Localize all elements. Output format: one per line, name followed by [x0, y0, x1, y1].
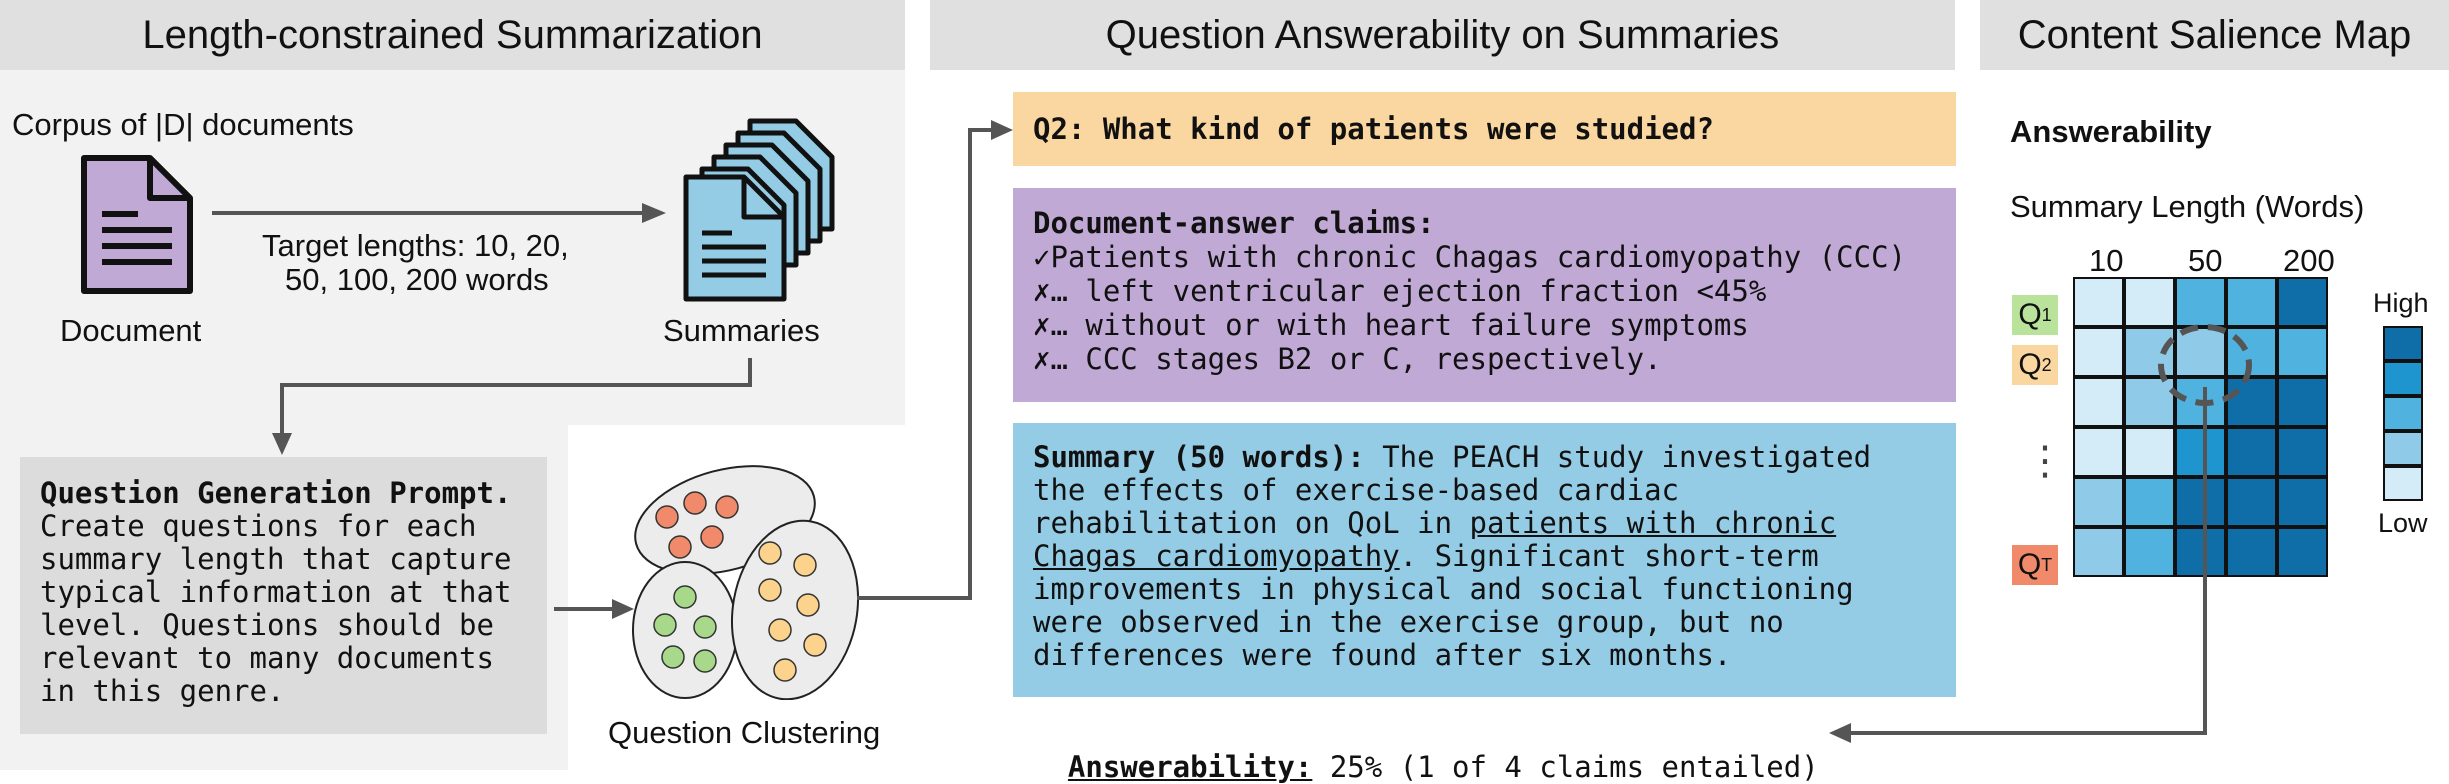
prompt-line: relevant to many documents — [40, 641, 494, 675]
summary-length-axis-label: Summary Length (Words) — [2010, 189, 2365, 224]
heatmap-cell — [2175, 527, 2226, 577]
heatmap-cell — [2277, 477, 2328, 527]
summary-line: Summary (50 words): The PEACH study inve… — [1033, 440, 1872, 474]
heatmap-cell — [2124, 527, 2175, 577]
answerability-result: Answerability: 25% (1 of 4 claims entail… — [1033, 716, 1819, 784]
heatmap-cell — [2226, 277, 2277, 327]
cross-icon: ✗ — [1033, 342, 1051, 376]
summaries-to-prompt-arrow — [272, 358, 752, 455]
heatmap-cell — [2124, 377, 2175, 427]
prompt-line: summary length that capture — [40, 542, 512, 576]
cross-icon: ✗ — [1033, 308, 1051, 342]
answerability-label: Answerability: — [1067, 750, 1313, 784]
col-label-50: 50 — [2188, 243, 2223, 278]
panel1-title: Length-constrained Summarization — [0, 0, 905, 70]
summary-title: Summary (50 words): — [1033, 440, 1365, 474]
claim-row: ✗… CCC stages B2 or C, respectively. — [1033, 342, 1662, 376]
prompt-title: Question Generation Prompt. — [40, 476, 512, 510]
clustering-label: Question Clustering — [608, 715, 881, 750]
clusters-to-question-arrow — [857, 120, 1013, 600]
heatmap-cell — [2175, 327, 2226, 377]
cross-icon: ✗ — [1033, 274, 1051, 308]
col-label-200: 200 — [2283, 243, 2335, 278]
claims-box: Document-answer claims: ✓Patients with c… — [1013, 188, 1956, 402]
heatmap-cell — [2226, 377, 2277, 427]
target-lengths-line2: 50, 100, 200 words — [285, 262, 549, 297]
summary-line: Chagas cardiomyopathy. Significant short… — [1033, 539, 1819, 573]
summary-box: Summary (50 words): The PEACH study inve… — [1013, 423, 1956, 697]
claim-row: ✗… without or with heart failure symptom… — [1033, 308, 1749, 342]
summary-line: differences were found after six months. — [1033, 638, 1732, 672]
heatmap-cell — [2226, 477, 2277, 527]
heatmap-cell — [2277, 327, 2328, 377]
heatmap-cell — [2124, 477, 2175, 527]
heatmap-cell — [2175, 427, 2226, 477]
heatmap-cell — [2073, 527, 2124, 577]
corpus-label: Corpus of |D| documents — [12, 107, 354, 142]
summary-line: the effects of exercise-based cardiac — [1033, 473, 1680, 507]
legend-high: High — [2373, 288, 2429, 318]
col-label-10: 10 — [2089, 243, 2124, 278]
summaries-stack-icon — [683, 118, 835, 302]
question-box: Q2: What kind of patients were studied? — [1013, 92, 1956, 166]
map-to-answerability-arrow — [1829, 387, 2207, 743]
prompt-to-clusters-arrow — [554, 599, 634, 619]
heatmap-cell — [2277, 377, 2328, 427]
question-clusters — [632, 465, 860, 700]
question-generation-prompt: Question Generation Prompt. Create quest… — [20, 457, 547, 734]
row-ellipsis: ⋮ — [2025, 439, 2065, 483]
panel2-title: Question Answerability on Summaries — [930, 0, 1955, 70]
check-icon: ✓ — [1033, 240, 1051, 274]
heatmap-cell — [2124, 277, 2175, 327]
legend-low: Low — [2378, 508, 2428, 538]
document-icon — [81, 155, 193, 294]
heatmap-cell — [2073, 277, 2124, 327]
heatmap-cell — [2073, 477, 2124, 527]
legend-swatch — [2383, 396, 2423, 431]
answerability-heading: Answerability — [2010, 114, 2212, 149]
legend-swatch — [2383, 431, 2423, 466]
claim-row: ✓Patients with chronic Chagas cardiomyop… — [1033, 240, 1906, 274]
heatmap-cell — [2226, 427, 2277, 477]
heatmap-cell — [2073, 377, 2124, 427]
summaries-label: Summaries — [663, 313, 820, 348]
heatmap-cell — [2277, 277, 2328, 327]
target-lengths-line1: Target lengths: 10, 20, — [262, 228, 569, 263]
claim-row: ✗… left ventricular ejection fraction <4… — [1033, 274, 1767, 308]
legend-swatch — [2383, 466, 2423, 501]
heatmap-cell — [2124, 427, 2175, 477]
heatmap-cell — [2277, 427, 2328, 477]
prompt-line: Create questions for each — [40, 509, 477, 543]
document-label: Document — [60, 313, 202, 348]
summary-line: were observed in the exercise group, but… — [1033, 605, 1784, 639]
heatmap-cell — [2073, 327, 2124, 377]
prompt-line: in this genre. — [40, 674, 285, 708]
heatmap-cell — [2073, 427, 2124, 477]
summary-line: rehabilitation on QoL in patients with c… — [1033, 506, 1837, 540]
heatmap-cell — [2175, 277, 2226, 327]
answerability-value: 25% (1 of 4 claims entailed) — [1312, 750, 1819, 784]
prompt-line: level. Questions should be — [40, 608, 494, 642]
heatmap-cell — [2175, 477, 2226, 527]
panel3-title: Content Salience Map — [1980, 0, 2449, 70]
prompt-line: typical information at that — [40, 575, 512, 609]
legend-swatch — [2383, 326, 2423, 361]
salience-legend — [2383, 326, 2423, 501]
heatmap-cell — [2226, 527, 2277, 577]
doc-to-summaries-arrow — [212, 203, 666, 223]
heatmap-cell — [2277, 527, 2328, 577]
legend-swatch — [2383, 361, 2423, 396]
summary-line: improvements in physical and social func… — [1033, 572, 1854, 606]
claims-title: Document-answer claims: — [1033, 206, 1435, 240]
salience-heatmap — [2073, 277, 2328, 577]
